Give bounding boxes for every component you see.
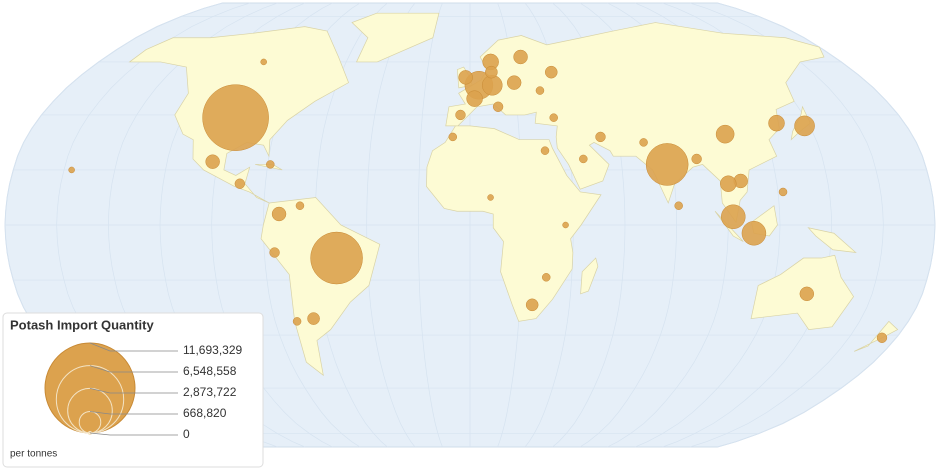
bubble xyxy=(458,70,473,85)
legend-title: Potash Import Quantity xyxy=(10,317,155,332)
legend-label: 6,548,558 xyxy=(183,364,237,378)
bubble xyxy=(595,131,606,143)
legend-leader xyxy=(89,388,178,394)
legend-label: 11,693,329 xyxy=(183,343,242,357)
bubble xyxy=(540,146,550,155)
legend-unit: per tonnes xyxy=(10,449,57,460)
bubble xyxy=(691,153,702,165)
bubble xyxy=(794,115,815,137)
bubble xyxy=(260,58,267,66)
bubble xyxy=(466,90,483,107)
land xyxy=(807,227,857,254)
bubble xyxy=(562,221,569,229)
land xyxy=(580,257,599,295)
legend-label: 2,873,722 xyxy=(183,385,237,399)
bubble xyxy=(492,101,504,112)
legend-leader xyxy=(89,411,178,415)
bubble xyxy=(487,194,494,201)
land xyxy=(854,320,899,352)
bubble xyxy=(295,201,305,210)
legend-leader xyxy=(89,432,178,436)
land xyxy=(426,125,602,322)
bubble xyxy=(292,317,302,326)
bubble xyxy=(266,160,275,169)
bubble xyxy=(549,113,558,122)
bubble xyxy=(310,231,363,285)
legend-label: 668,820 xyxy=(183,406,227,420)
bubble xyxy=(876,332,888,343)
bubble xyxy=(269,247,280,258)
bubble xyxy=(768,114,785,132)
bubble xyxy=(715,124,735,144)
bubble xyxy=(799,286,815,302)
legend-leader xyxy=(89,342,178,352)
legend-label: 0 xyxy=(183,427,190,441)
bubble xyxy=(525,298,539,312)
bubble xyxy=(741,221,767,246)
bubble-layer xyxy=(68,49,888,343)
bubble xyxy=(271,206,287,222)
bubble xyxy=(202,84,269,151)
bubble xyxy=(68,166,75,174)
bubble xyxy=(506,75,522,90)
bubble xyxy=(674,201,683,210)
bubble xyxy=(544,65,558,79)
bubble xyxy=(513,49,528,65)
bubble xyxy=(234,178,245,189)
bubble xyxy=(205,154,220,169)
bubble xyxy=(639,138,648,147)
bubble xyxy=(455,109,466,121)
legend: Potash Import Quantity per tonnes 11,693… xyxy=(2,312,264,468)
bubble xyxy=(541,273,551,282)
legend-leader xyxy=(89,365,178,373)
bubble xyxy=(579,154,588,164)
bubble xyxy=(645,143,689,186)
bubble xyxy=(307,312,320,325)
bubble xyxy=(448,132,458,142)
bubble xyxy=(721,204,746,229)
bubble xyxy=(778,187,788,197)
bubble xyxy=(535,86,545,95)
bubble xyxy=(720,175,737,192)
land xyxy=(351,12,440,63)
bubble xyxy=(485,65,498,79)
